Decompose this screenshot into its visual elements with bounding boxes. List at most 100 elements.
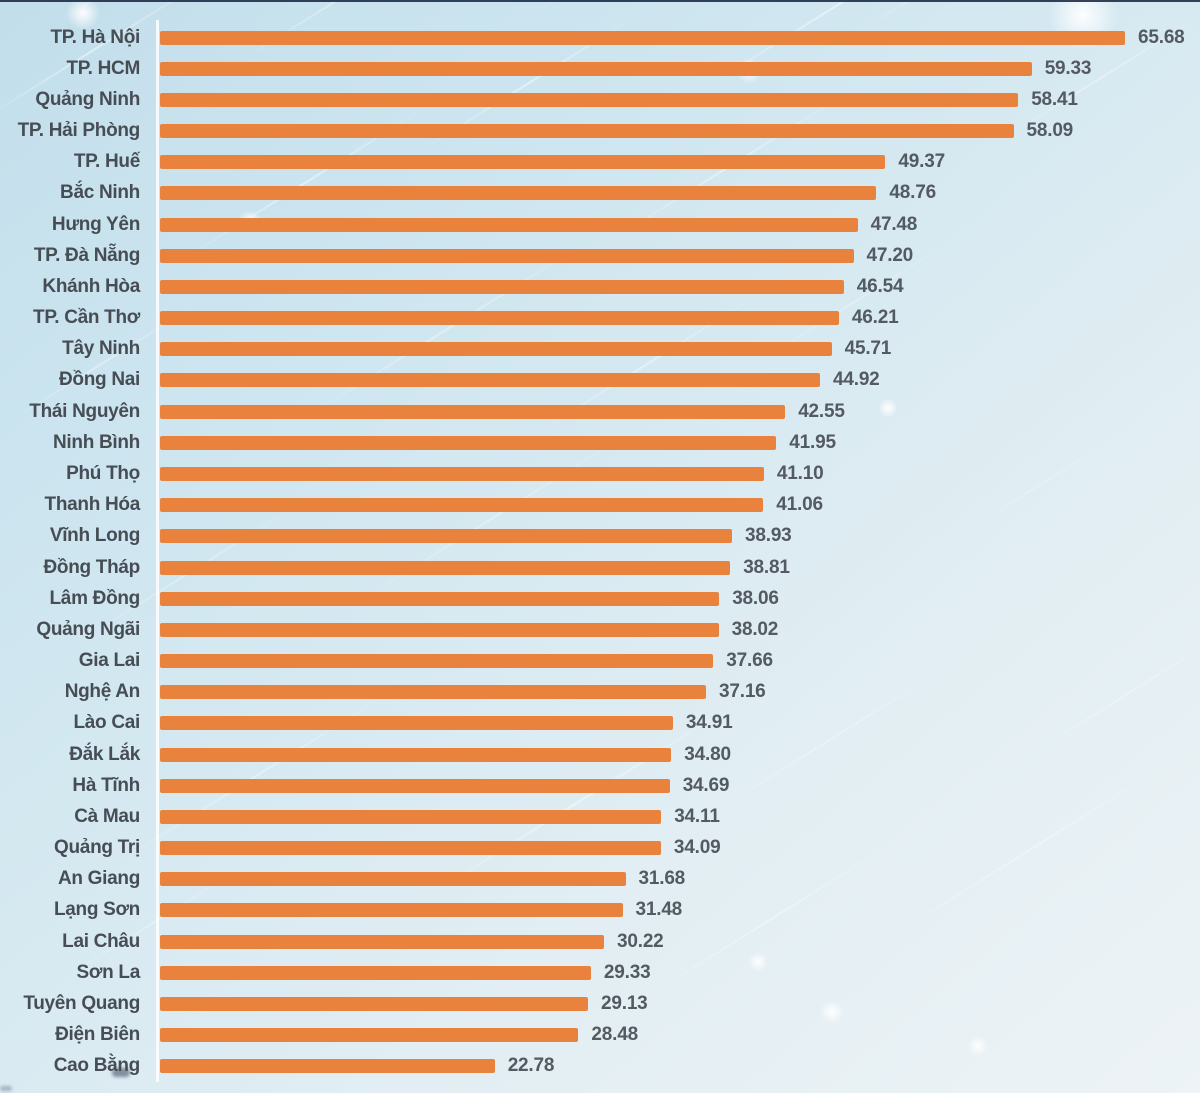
bar-wrap: 58.41 [160, 89, 1078, 111]
value-label: 45.71 [844, 338, 892, 360]
bar-wrap: 45.71 [160, 338, 891, 360]
bar-row: TP. Đà Nẵng 47.20 [0, 240, 1200, 271]
category-label: Gia Lai [78, 650, 141, 672]
value-label: 29.33 [603, 961, 651, 983]
chart-rows: TP. Hà Nội 65.68 TP. HCM 59.33 Quảng Ninh 58.… [0, 22, 1200, 1082]
bar-row: Sơn La 29.33 [0, 957, 1200, 988]
bar-row: Khánh Hòa 46.54 [0, 271, 1200, 302]
bar [160, 1028, 579, 1043]
bar-row: Nghệ An 37.16 [0, 677, 1200, 708]
bar [160, 61, 1032, 76]
category-label: Quảng Trị [54, 837, 140, 859]
bar [160, 155, 886, 170]
bar-row: Ninh Bình 41.95 [0, 427, 1200, 458]
value-label: 41.10 [776, 462, 824, 484]
bar-wrap: 30.22 [160, 931, 664, 953]
bar [160, 747, 672, 762]
bar [160, 1059, 495, 1074]
bar [160, 965, 591, 980]
bar-wrap: 46.54 [160, 276, 904, 298]
category-label: TP. Hải Phòng [17, 120, 141, 142]
bottom-artifact [112, 1068, 130, 1077]
value-label: 58.09 [1026, 120, 1074, 142]
bar-wrap: 37.16 [160, 681, 766, 703]
category-label: TP. HCM [66, 57, 140, 79]
bar [160, 622, 719, 637]
bar-wrap: 28.48 [160, 1024, 638, 1046]
value-label: 34.69 [682, 774, 730, 796]
category-label: TP. Huế [73, 151, 140, 173]
bar-row: TP. Cần Thơ 46.21 [0, 303, 1200, 334]
bar-row: Đồng Nai 44.92 [0, 365, 1200, 396]
bar-wrap: 34.80 [160, 744, 731, 766]
category-label: TP. Đà Nẵng [33, 244, 140, 266]
bar [160, 435, 777, 450]
top-edge-line [0, 0, 1200, 2]
value-label: 41.06 [776, 494, 823, 516]
value-label: 38.02 [731, 618, 779, 640]
category-label: Điện Biên [55, 1024, 140, 1046]
bar-wrap: 65.68 [160, 27, 1185, 49]
value-label: 31.68 [638, 868, 686, 890]
bar-row: Lai Châu 30.22 [0, 926, 1200, 957]
category-label: Nghệ An [64, 681, 141, 703]
value-label: 44.92 [833, 369, 880, 391]
category-label: Lào Cai [73, 712, 140, 734]
bar-row: Quảng Trị 34.09 [0, 832, 1200, 863]
category-label: Phú Thọ [66, 462, 140, 484]
bar [160, 872, 626, 887]
bar [160, 654, 714, 669]
value-label: 34.11 [674, 805, 720, 827]
category-label: Quảng Ninh [35, 88, 140, 110]
bar [160, 248, 854, 263]
bar-wrap: 38.93 [160, 525, 792, 547]
bar-wrap: 34.09 [160, 837, 721, 859]
bar [160, 591, 720, 606]
bar-row: Thanh Hóa 41.06 [0, 490, 1200, 521]
bar-row: TP. Huế 49.37 [0, 147, 1200, 178]
category-label: Tuyên Quang [23, 992, 140, 1014]
value-label: 47.48 [870, 213, 918, 235]
category-label: Hưng Yên [51, 213, 140, 235]
value-label: 37.16 [719, 681, 766, 703]
bar-row: TP. HCM 59.33 [0, 53, 1200, 84]
bar-wrap: 49.37 [160, 151, 945, 173]
bar-row: Lâm Đồng 38.06 [0, 583, 1200, 614]
value-label: 22.78 [507, 1055, 555, 1077]
bar-row: Điện Biên 28.48 [0, 1020, 1200, 1051]
category-label: Cà Mau [74, 805, 140, 827]
value-label: 42.55 [798, 400, 845, 422]
bar-row: Bắc Ninh 48.76 [0, 178, 1200, 209]
value-label: 29.13 [601, 992, 648, 1014]
bar-row: Vĩnh Long 38.93 [0, 521, 1200, 552]
bar-wrap: 41.10 [160, 462, 824, 485]
value-label: 34.80 [684, 743, 731, 765]
value-label: 31.48 [635, 899, 683, 921]
bar-row: An Giang 31.68 [0, 864, 1200, 895]
value-label: 37.66 [726, 650, 773, 672]
bar-wrap: 59.33 [160, 58, 1091, 80]
category-label: Đồng Tháp [43, 556, 140, 578]
bar-row: Tuyên Quang 29.13 [0, 988, 1200, 1019]
bar-wrap: 31.68 [160, 868, 685, 890]
value-label: 30.22 [617, 930, 664, 952]
category-label: Bắc Ninh [60, 182, 140, 204]
bar-wrap: 42.55 [160, 401, 845, 423]
bar-wrap: 47.48 [160, 214, 917, 236]
bar-wrap: 34.11 [160, 806, 720, 828]
bar-row: Phú Thọ 41.10 [0, 458, 1200, 489]
bar-row: Tây Ninh 45.71 [0, 334, 1200, 365]
bar-row: Lào Cai 34.91 [0, 708, 1200, 739]
bar-row: Hà Tĩnh 34.69 [0, 770, 1200, 801]
category-label: Đồng Nai [59, 369, 140, 391]
bar [160, 311, 839, 326]
bar-wrap: 29.33 [160, 961, 651, 984]
value-label: 59.33 [1044, 57, 1092, 79]
bar-wrap: 48.76 [160, 182, 936, 204]
bar [160, 404, 786, 419]
bar-row: Cà Mau 34.11 [0, 801, 1200, 832]
value-label: 28.48 [591, 1024, 638, 1046]
bar-row: Gia Lai 37.66 [0, 645, 1200, 676]
value-label: 65.68 [1138, 26, 1185, 48]
category-label: TP. Hà Nội [50, 26, 140, 48]
